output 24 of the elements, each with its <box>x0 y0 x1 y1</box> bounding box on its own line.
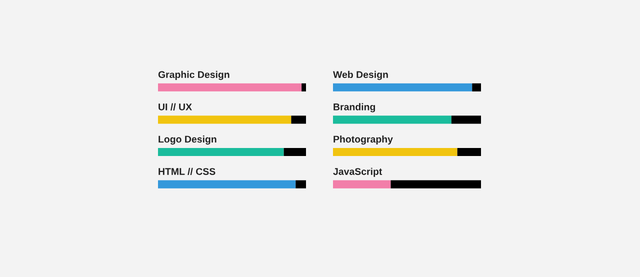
bar <box>302 83 306 92</box>
bar <box>333 148 458 156</box>
bar <box>284 148 306 156</box>
bar <box>158 148 284 156</box>
bar <box>451 116 481 124</box>
bar <box>390 180 481 188</box>
bar <box>158 83 302 92</box>
y-tick-label: HTML // CSS <box>158 168 216 176</box>
y-tick-label: JavaScript <box>333 168 382 177</box>
y-tick-label: UI // UX <box>158 103 192 110</box>
bar <box>333 180 391 188</box>
y-tick-label: Logo Design <box>158 135 216 145</box>
bar <box>333 116 452 124</box>
bar <box>457 148 481 156</box>
y-tick-label: Web Design <box>333 70 388 80</box>
y-tick-label: Branding <box>334 103 376 112</box>
y-tick-label: Photography <box>334 135 393 145</box>
bar <box>291 116 306 124</box>
bar <box>158 116 292 124</box>
bar <box>333 83 472 92</box>
bar <box>158 180 296 188</box>
bar <box>296 180 306 188</box>
y-tick-label: Graphic Design <box>158 70 230 80</box>
bar <box>472 83 481 92</box>
